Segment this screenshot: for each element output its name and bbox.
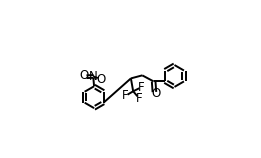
Text: N: N (89, 70, 98, 83)
Text: F: F (136, 92, 142, 105)
Text: F: F (138, 81, 145, 94)
Text: O: O (80, 70, 89, 82)
Text: O: O (152, 87, 161, 100)
Text: O: O (96, 73, 105, 86)
Text: F: F (122, 89, 128, 102)
